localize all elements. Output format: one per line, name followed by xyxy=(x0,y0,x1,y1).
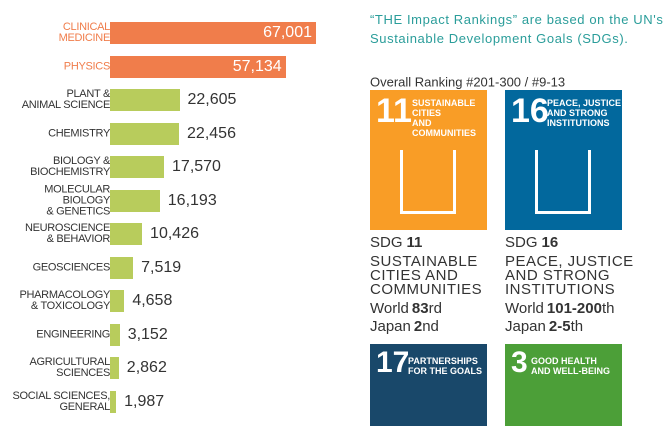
japan-part: 2 xyxy=(413,318,423,335)
category-label: PHYSICS xyxy=(63,60,111,72)
category-label: MOLECULAR BIOLOGY & GENETICS xyxy=(44,183,110,217)
bar xyxy=(110,22,316,44)
tile-icon xyxy=(535,150,591,214)
sdg-name: PEACE, JUSTICE AND STRONG INSTITUTIONS xyxy=(505,253,634,298)
japan-rank: Japan 2nd xyxy=(370,318,439,335)
sdg-label-part: 16 xyxy=(541,234,559,251)
bar xyxy=(110,156,165,178)
world-rank: World 83rd xyxy=(370,300,442,317)
world-part: 101-200 xyxy=(546,300,602,317)
category-label: CHEMISTRY xyxy=(48,127,110,139)
bar xyxy=(110,189,160,212)
value-label: 22,605 xyxy=(187,91,237,108)
category-label: AGRICULTURAL SCIENCES xyxy=(29,356,110,379)
world-part: World xyxy=(370,300,409,317)
tile-title: PEACE, JUSTICE AND STRONG INSTITUTIONS xyxy=(547,98,622,128)
bar xyxy=(110,357,119,379)
value-label: 17,570 xyxy=(172,158,221,175)
value-label: 67,001 xyxy=(263,24,312,41)
value-label: 7,519 xyxy=(141,258,182,276)
value-label: 3,152 xyxy=(127,325,168,343)
value-label: 4,658 xyxy=(132,292,173,309)
tile-title: PARTNERSHIPS FOR THE GOALS xyxy=(408,356,482,376)
sdg-label: SDG 16 xyxy=(505,234,558,251)
sdg-label-part: SDG xyxy=(370,234,403,251)
bar xyxy=(110,122,180,145)
japan-part: Japan xyxy=(505,318,546,335)
world-part: World xyxy=(505,300,544,317)
bar xyxy=(110,290,125,312)
sdg-label-part: 11 xyxy=(406,234,423,251)
japan-part: 2-5 xyxy=(548,318,571,335)
world-part: 83 xyxy=(411,300,429,317)
category-label: PHARMACOLOGY & TOXICOLOGY xyxy=(19,289,110,312)
category-label: ENGINEERING xyxy=(36,328,110,340)
value-label: 1,987 xyxy=(124,392,165,410)
bar xyxy=(110,89,180,111)
category-label: NEUROSCIENCE & BEHAVIOR xyxy=(24,222,110,245)
tile-number: 17 xyxy=(376,346,410,379)
tile-number: 16 xyxy=(511,92,549,130)
bar xyxy=(110,323,120,346)
sdg-label: SDG 11 xyxy=(370,234,422,251)
bar xyxy=(110,256,134,279)
tile-number: 3 xyxy=(511,346,528,379)
world-part: rd xyxy=(428,300,442,317)
value-label: 2,862 xyxy=(126,359,167,376)
tile-title: GOOD HEALTH AND WELL-BEING xyxy=(531,356,610,376)
value-label: 16,193 xyxy=(167,191,217,209)
tile-icon xyxy=(400,150,456,214)
sdg-label-part: SDG xyxy=(505,234,538,251)
category-label: GEOSCIENCES xyxy=(32,261,111,273)
bar xyxy=(110,223,143,245)
sdg-tile: 3 GOOD HEALTH AND WELL-BEING xyxy=(505,344,622,426)
sdg-tile: 16 PEACE, JUSTICE AND STRONG INSTITUTIONS xyxy=(505,90,622,230)
world-rank: World 101-200th xyxy=(505,300,614,317)
category-label: SOCIAL SCIENCES, GENERAL xyxy=(12,389,111,413)
sdg-tile: 17 PARTNERSHIPS FOR THE GOALS xyxy=(370,344,487,426)
category-label: CLINICAL MEDICINE xyxy=(58,21,111,44)
value-label: 10,426 xyxy=(150,225,199,242)
overall-ranking: Overall Ranking #201-300 / #9-13 xyxy=(370,74,566,90)
value-label: 57,134 xyxy=(232,57,282,75)
tile-number: 11 xyxy=(376,92,412,130)
japan-part: th xyxy=(570,318,584,335)
sdg-name: SUSTAINABLE CITIES AND COMMUNITIES xyxy=(370,253,483,298)
japan-rank: Japan 2-5th xyxy=(505,318,583,335)
bar xyxy=(110,55,286,78)
value-label: 22,456 xyxy=(187,124,236,142)
world-part: th xyxy=(601,300,615,317)
bar xyxy=(110,390,117,413)
japan-part: Japan xyxy=(370,318,411,335)
sdg-tile: 11 SUSTAINABLE CITIES AND COMMUNITIES xyxy=(370,90,487,230)
tile-title: SUSTAINABLE CITIES AND COMMUNITIES xyxy=(412,98,476,138)
category-label: PLANT & ANIMAL SCIENCE xyxy=(21,88,111,111)
japan-part: nd xyxy=(422,318,439,335)
intro: “THE Impact Rankings” are based on the U… xyxy=(370,12,664,46)
category-label: BIOLOGY & BIOCHEMISTRY xyxy=(30,155,110,178)
